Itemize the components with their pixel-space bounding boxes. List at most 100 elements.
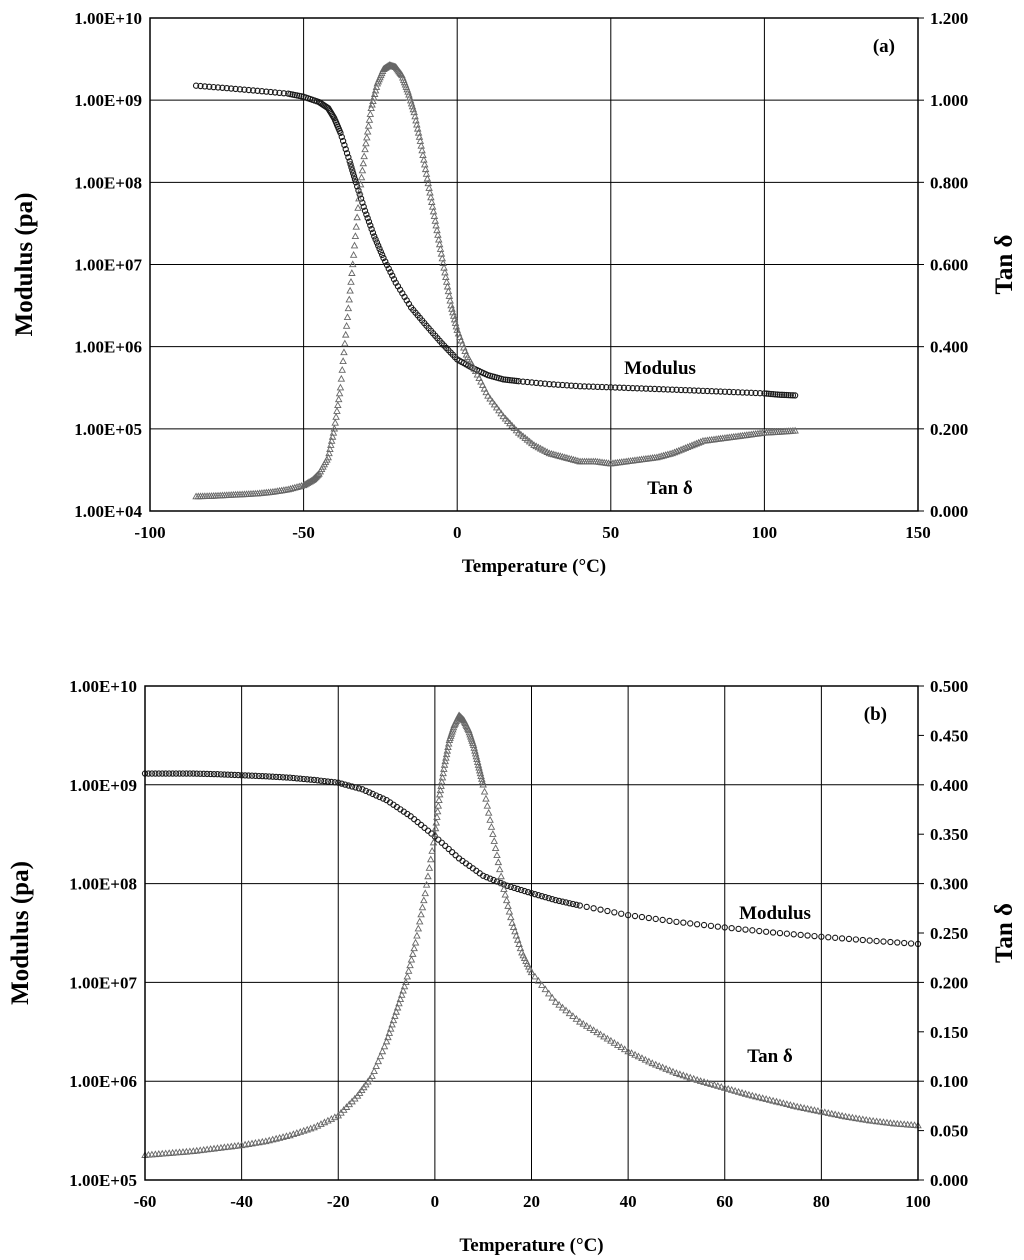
y-right-tick-label: 0.350 xyxy=(930,825,968,844)
tan-delta-point xyxy=(413,931,421,939)
tan-delta-point xyxy=(907,1120,915,1128)
tan-delta-point xyxy=(441,757,449,765)
modulus-point xyxy=(345,782,352,789)
tan-delta-point xyxy=(422,880,431,888)
modulus-point xyxy=(508,377,516,384)
modulus-point xyxy=(774,391,781,398)
modulus-point xyxy=(761,390,768,397)
tan-delta-point xyxy=(893,1119,902,1127)
tan-delta-point xyxy=(368,100,376,108)
tan-delta-point xyxy=(488,397,497,405)
tan-delta-point xyxy=(471,749,480,757)
tan-delta-point xyxy=(872,1117,881,1125)
modulus-series xyxy=(141,770,922,948)
modulus-point xyxy=(811,932,818,940)
modulus-point xyxy=(638,913,646,921)
modulus-point xyxy=(300,775,307,783)
panel-label: (b) xyxy=(864,704,887,725)
tan-delta-point xyxy=(380,1042,389,1050)
tan-delta-point xyxy=(363,133,371,141)
modulus-point xyxy=(352,179,359,186)
tan-delta-point xyxy=(329,428,338,436)
tan-delta-point xyxy=(859,1115,867,1123)
tan-delta-point xyxy=(538,981,546,988)
modulus-point xyxy=(576,902,583,909)
modulus-point xyxy=(598,383,606,391)
modulus-point xyxy=(376,793,383,801)
modulus-point xyxy=(259,772,266,780)
modulus-point xyxy=(245,86,252,94)
tan-delta-point xyxy=(414,924,423,932)
tan-delta-point xyxy=(328,432,337,440)
y-right-tick-label: 0.400 xyxy=(930,338,968,357)
tan-delta-point xyxy=(679,1071,688,1079)
modulus-point xyxy=(159,770,166,777)
modulus-point xyxy=(448,848,456,856)
modulus-point xyxy=(772,391,779,398)
tan-delta-point xyxy=(477,772,485,779)
y-left-tick-label: 1.00E+05 xyxy=(74,420,142,439)
modulus-point xyxy=(382,258,389,265)
tan-delta-point xyxy=(614,1041,622,1048)
modulus-point xyxy=(721,924,728,931)
modulus-point xyxy=(162,770,169,777)
tan-delta-point xyxy=(638,1054,646,1061)
modulus-point xyxy=(324,778,332,785)
modulus-point xyxy=(763,390,770,397)
tan-delta-point xyxy=(425,863,434,871)
modulus-point xyxy=(887,938,894,946)
tan-delta-point xyxy=(855,1114,864,1122)
tan-delta-point xyxy=(724,1084,732,1092)
modulus-point xyxy=(707,922,715,929)
tan-delta-point xyxy=(666,449,674,457)
tan-delta-point xyxy=(421,889,429,897)
tan-delta-point xyxy=(478,775,486,782)
tan-delta-point xyxy=(500,885,508,892)
tan-delta-point xyxy=(492,403,501,411)
tan-delta-point xyxy=(400,982,409,990)
tan-delta-point xyxy=(356,187,364,195)
tan-delta-point xyxy=(710,1081,719,1088)
modulus-point xyxy=(776,929,784,937)
tan-delta-point xyxy=(793,1102,801,1110)
modulus-point xyxy=(631,912,639,920)
modulus-point xyxy=(655,385,663,393)
x-tick-label: 80 xyxy=(813,1192,830,1211)
tan-delta-point xyxy=(714,1082,722,1089)
modulus-point xyxy=(538,893,546,900)
tan-delta-point xyxy=(360,152,368,160)
y-left-tick-label: 1.00E+08 xyxy=(74,173,142,192)
tan-delta-point xyxy=(495,865,504,873)
modulus-point xyxy=(387,268,394,276)
tan-delta-point xyxy=(664,450,672,458)
tan-delta-point xyxy=(665,1066,674,1074)
y-right-tick-label: 1.200 xyxy=(930,9,968,28)
modulus-point xyxy=(651,385,658,393)
modulus-point xyxy=(304,776,311,783)
tan-delta-point xyxy=(755,1093,764,1101)
modulus-point xyxy=(145,770,152,777)
y-right-tick-label: 0.200 xyxy=(930,420,968,439)
tan-delta-point xyxy=(486,394,494,402)
modulus-point xyxy=(280,90,288,97)
tan-delta-point xyxy=(720,1083,729,1091)
modulus-point xyxy=(533,379,540,387)
modulus-point xyxy=(686,387,693,394)
data-marks xyxy=(141,711,922,1158)
modulus-point xyxy=(200,770,207,777)
modulus-point xyxy=(346,158,353,165)
modulus-point xyxy=(232,85,239,93)
tan-delta-point xyxy=(442,750,451,758)
modulus-point xyxy=(373,792,380,799)
tan-delta-point xyxy=(607,1036,615,1044)
modulus-point xyxy=(866,937,873,944)
modulus-point xyxy=(714,923,721,930)
tan-delta-point xyxy=(443,746,452,754)
modulus-point xyxy=(276,89,283,96)
tan-delta-point xyxy=(551,998,560,1005)
modulus-point xyxy=(590,383,597,390)
modulus-point xyxy=(421,824,428,831)
modulus-point xyxy=(352,784,359,791)
tan-delta-point xyxy=(402,978,410,986)
modulus-point xyxy=(286,774,294,781)
